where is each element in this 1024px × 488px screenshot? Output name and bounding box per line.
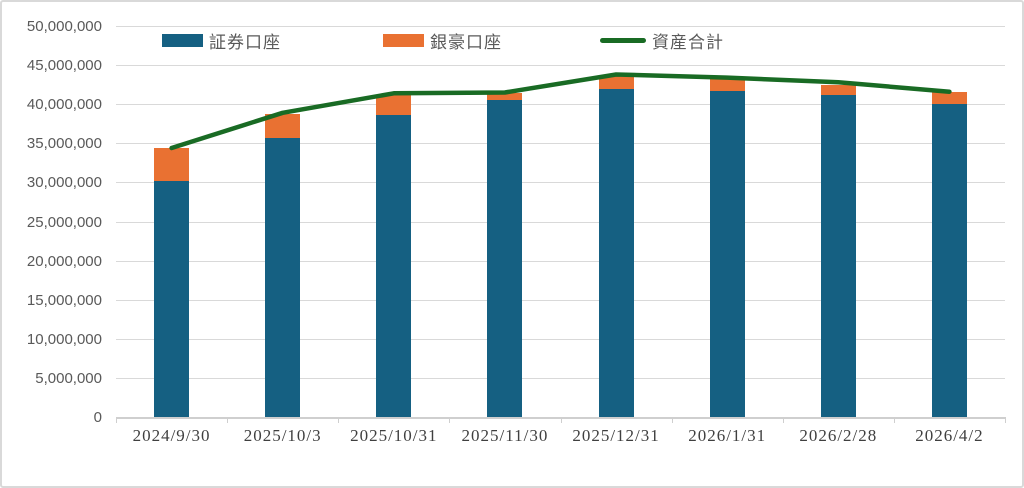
bar-segment-securities-account[interactable] [598,88,634,417]
bar-segment-bank-account[interactable] [154,147,190,181]
gridline [116,182,1005,184]
x-axis-tick-label: 2025/12/31 [572,426,660,445]
y-axis-tick-label: 25,000,000 [26,213,102,231]
x-axis-boundary-tick [338,417,340,423]
y-axis-tick-label: 40,000,000 [26,96,102,114]
y-axis-tick-label: 30,000,000 [26,174,102,192]
legend-label: 銀豪口座 [430,32,502,52]
x-axis-tick-label: 2025/10/3 [243,426,322,445]
bar-segment-securities-account[interactable] [931,104,967,417]
x-axis-tick-label: 2026/4/2 [915,426,984,445]
gridline [116,143,1005,145]
y-axis-tick-label: 5,000,000 [35,369,102,387]
y-axis-tick-label: 0 [93,409,102,426]
bar-segment-bank-account[interactable] [598,75,634,89]
bar-segment-securities-account[interactable] [376,115,412,417]
y-axis-tick-label: 35,000,000 [26,135,102,153]
y-axis-tick-label: 15,000,000 [26,291,102,309]
y-axis-tick-label: 10,000,000 [26,330,102,348]
bar-segment-bank-account[interactable] [376,94,412,116]
bar-segment-securities-account[interactable] [709,90,745,417]
total-line-swatch-icon [600,37,646,43]
x-axis-boundary-tick [671,417,673,423]
securities-series-swatch-icon [162,33,203,47]
legend-item-total-assets[interactable]: 資産合計 [600,28,724,53]
bar-segment-bank-account[interactable] [487,93,523,100]
x-axis-tick-label: 2025/10/31 [350,426,438,445]
gridline [116,221,1005,223]
bar-segment-bank-account[interactable] [265,113,301,138]
gridline [116,377,1005,379]
legend-item-securities-account[interactable]: 証券口座 [162,28,281,53]
x-axis-boundary-tick [782,417,784,423]
gridline [116,26,1005,27]
bar-segment-securities-account[interactable] [154,180,190,417]
gridline [116,260,1005,262]
bar-segment-bank-account[interactable] [820,84,856,95]
legend-label: 証券口座 [209,32,281,52]
bank-series-swatch-icon [383,33,424,47]
legend-label: 資産合計 [652,32,724,52]
x-axis-tick-label: 2026/2/28 [799,426,878,445]
x-axis-boundary-tick [116,417,117,423]
bar-segment-securities-account[interactable] [820,94,856,417]
gridline [116,299,1005,301]
chart-legend: 証券口座 銀豪口座 資産合計 [162,28,724,52]
x-axis-boundary-tick [1005,417,1006,423]
legend-item-bank-account[interactable]: 銀豪口座 [383,28,502,53]
x-axis-tick-label: 2026/1/31 [688,426,767,445]
y-axis-tick-label: 45,000,000 [26,57,102,75]
gridline [116,104,1005,106]
bar-segment-bank-account[interactable] [931,91,967,105]
bar-segment-securities-account[interactable] [265,137,301,417]
x-axis-boundary-tick [560,417,562,423]
x-axis-boundary-tick [449,417,451,423]
y-axis-tick-label: 50,000,000 [26,18,102,35]
bar-segment-bank-account[interactable] [709,78,745,91]
x-axis-tick-label: 2024/9/30 [132,426,211,445]
gridline [116,338,1005,340]
y-axis-tick-label: 20,000,000 [26,252,102,270]
x-axis-boundary-tick [893,417,895,423]
x-axis-tick-label: 2025/11/30 [461,426,549,445]
gridline [116,65,1005,67]
x-axis-boundary-tick [227,417,229,423]
bar-segment-securities-account[interactable] [487,99,523,417]
